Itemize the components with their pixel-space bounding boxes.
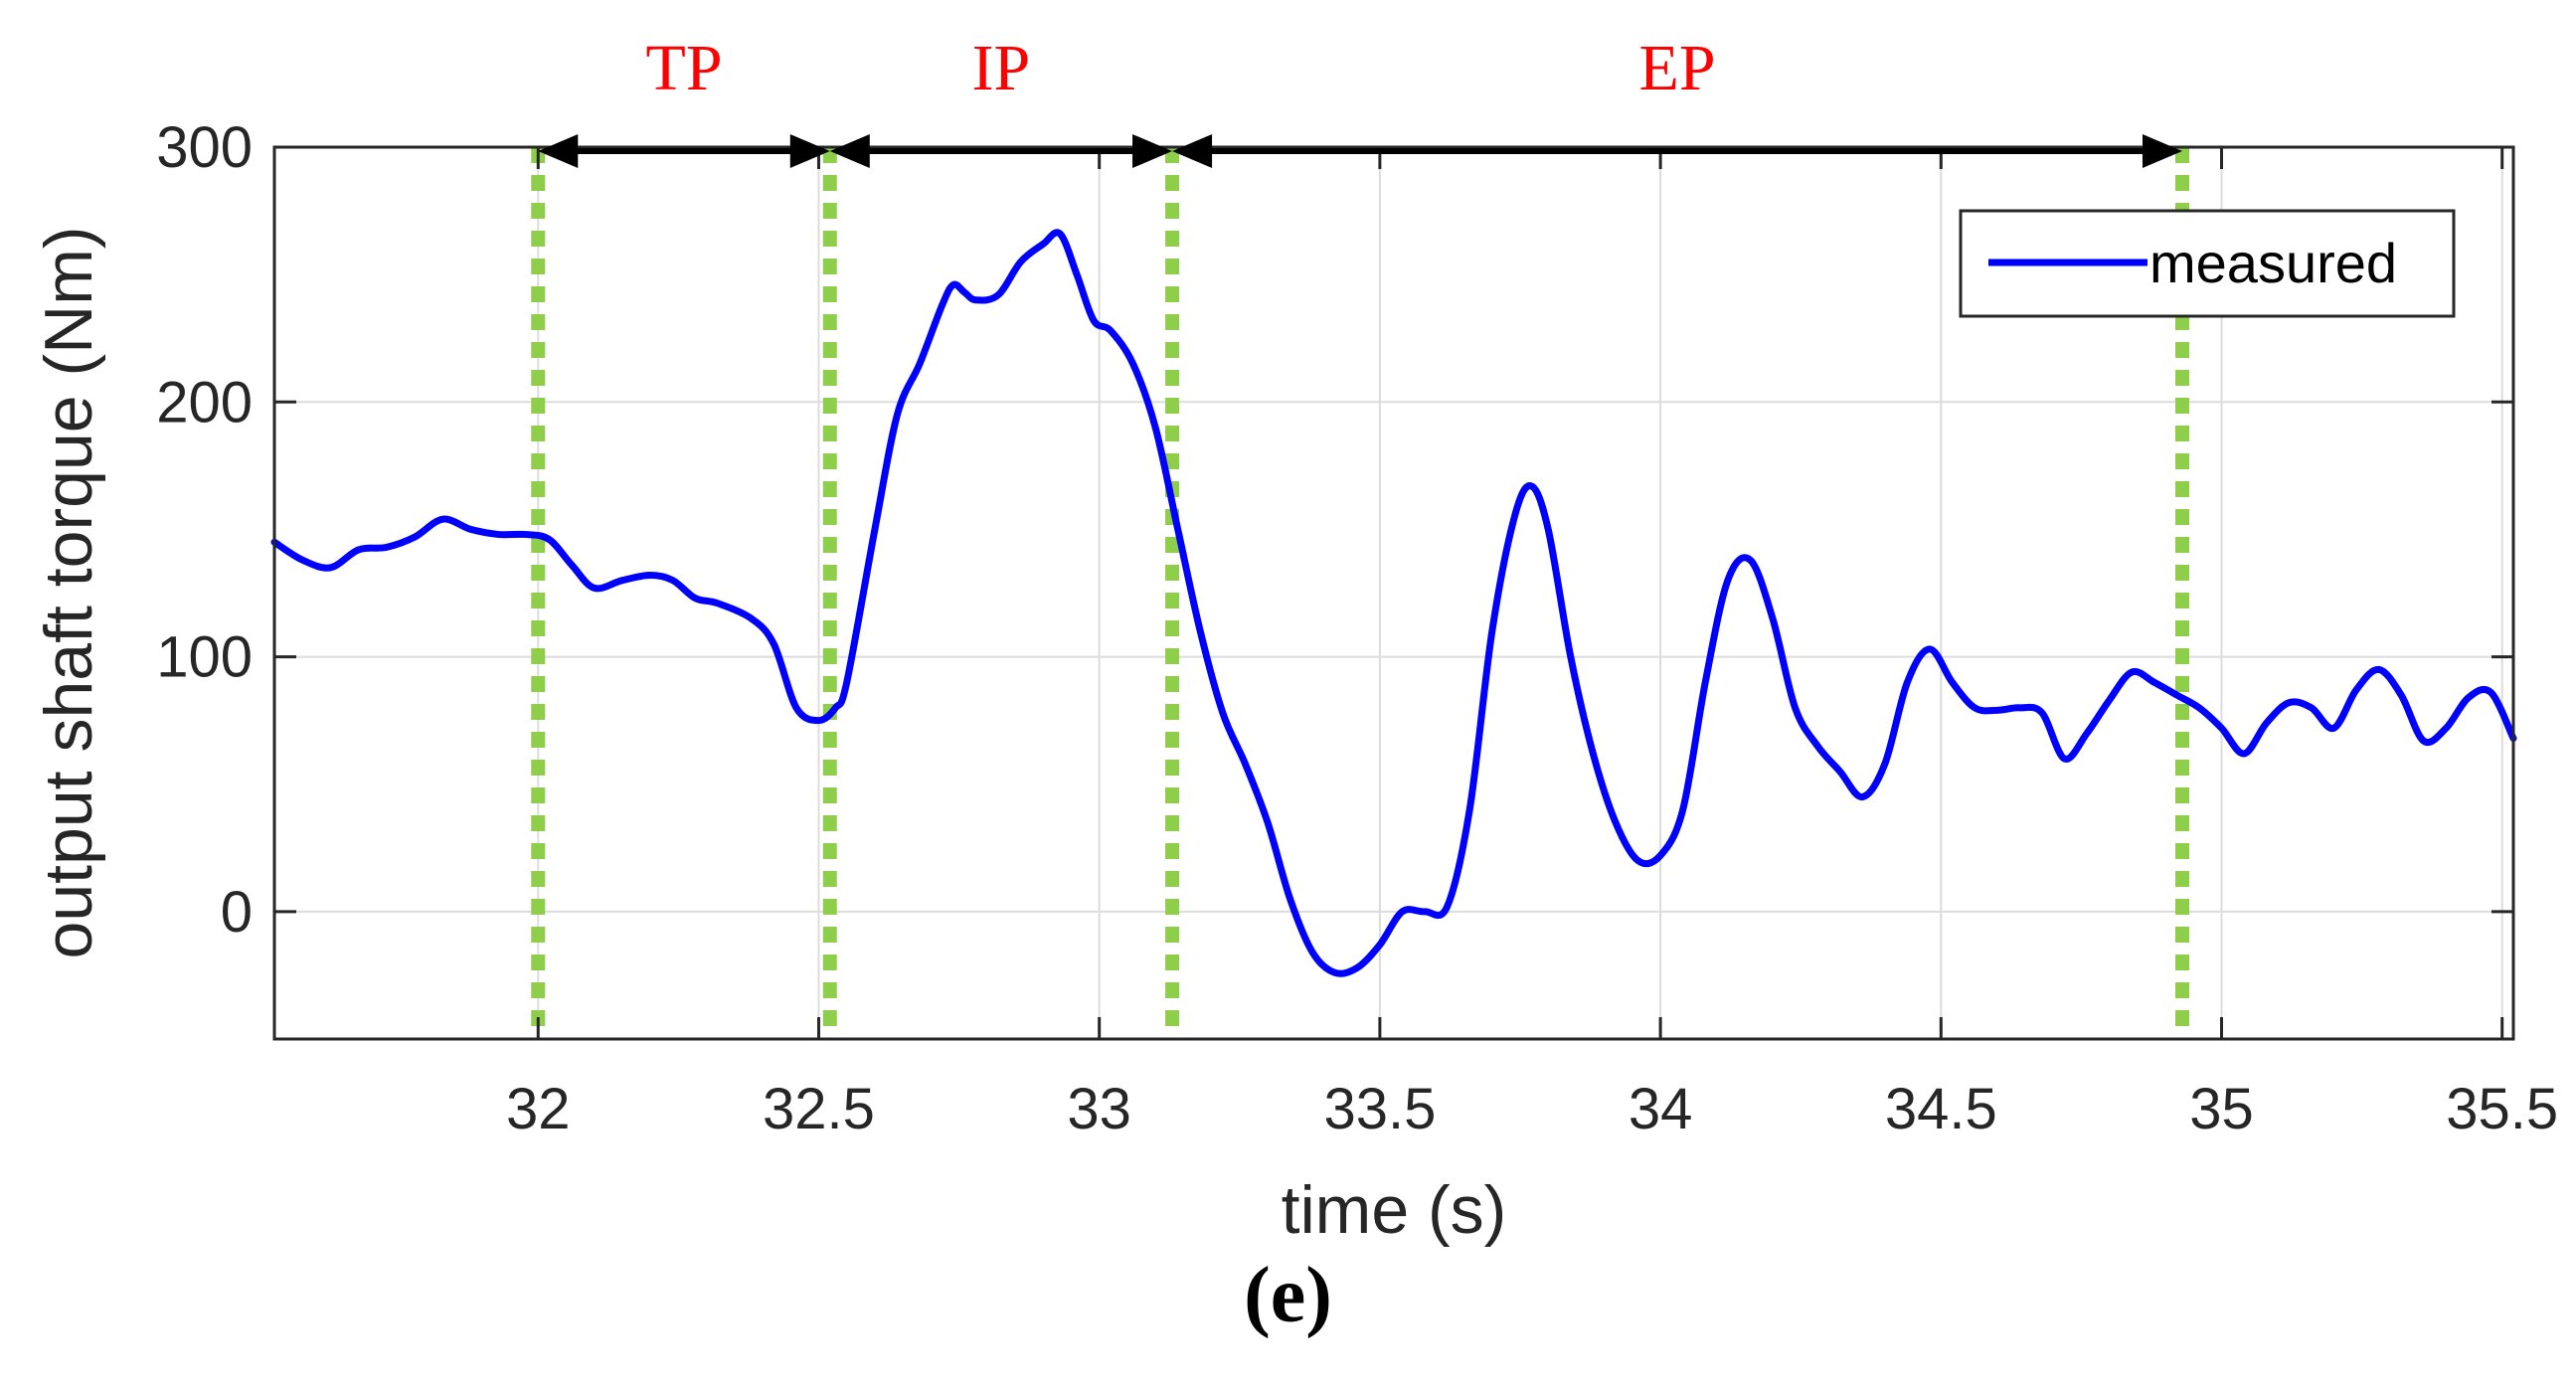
x-tick-label: 35.5 (2446, 1077, 2558, 1141)
phase-label-tp: TP (646, 32, 723, 104)
phase-arrow-head-right (1132, 134, 1173, 168)
phase-label-ep: EP (1639, 32, 1716, 104)
series-layer (270, 229, 2517, 977)
y-tick-label: 300 (156, 115, 253, 180)
phase-arrow-head-right (789, 134, 830, 168)
phase-annotations: TP IP EP (538, 32, 2182, 168)
phase-arrow-head-left (829, 134, 870, 168)
x-axis-title: time (s) (1282, 1172, 1507, 1248)
x-tick-label: 33 (1067, 1077, 1131, 1141)
x-axis-ticks: 32 32.5 33 33.5 34 34.5 35 35.5 (506, 147, 2558, 1141)
phase-arrow-head-right (2142, 134, 2182, 168)
x-tick-label: 32.5 (763, 1077, 875, 1141)
x-tick-label: 34 (1629, 1077, 1693, 1141)
x-tick-label: 32 (506, 1077, 571, 1141)
y-tick-label: 100 (156, 625, 253, 690)
y-axis-ticks: 0 100 200 300 (156, 115, 2513, 945)
series-line-measured (270, 229, 2517, 977)
y-axis-title: output shaft torque (Nm) (31, 226, 106, 958)
legend-entry-measured: measured (2149, 232, 2397, 294)
phase-arrow-head-left (538, 134, 579, 168)
y-tick-label: 200 (156, 370, 253, 434)
legend: measured (1959, 209, 2456, 318)
phase-arrow-head-left (1172, 134, 1213, 168)
x-tick-label: 33.5 (1323, 1077, 1436, 1141)
y-tick-label: 0 (221, 880, 253, 945)
phase-label-ip: IP (972, 32, 1031, 104)
x-tick-label: 35 (2189, 1077, 2254, 1141)
x-tick-label: 34.5 (1885, 1077, 1997, 1141)
grid-lines (274, 146, 2513, 1039)
plot-area-border (272, 145, 2515, 1041)
figure-caption: (e) (1244, 1252, 1332, 1339)
